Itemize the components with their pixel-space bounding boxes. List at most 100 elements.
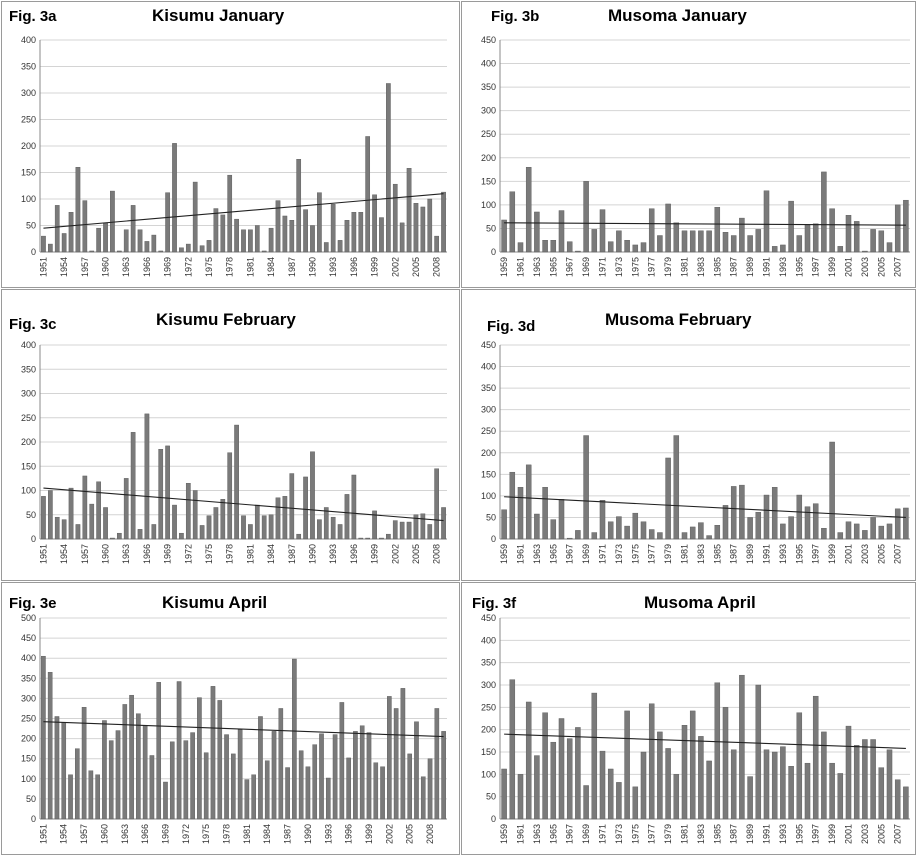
x-tick-label: 1981	[245, 544, 255, 564]
bar	[558, 718, 565, 820]
bar	[583, 435, 589, 540]
bar	[261, 250, 267, 253]
bar	[220, 499, 226, 540]
bar	[68, 487, 74, 540]
bar	[845, 725, 852, 820]
x-tick-label: 1978	[225, 257, 235, 277]
bar	[616, 230, 622, 253]
x-tick-label: 1991	[762, 257, 772, 277]
bar	[413, 514, 419, 540]
chart-svg: 0 50 100 150 200 250 300 350 400 450 1959 1961 1963 1…	[481, 340, 910, 564]
bar	[632, 244, 639, 253]
bar	[730, 486, 737, 540]
bar	[698, 230, 704, 253]
bar	[534, 211, 540, 253]
x-tick-label: 1957	[80, 257, 90, 277]
bar	[339, 702, 345, 820]
bar	[372, 510, 377, 540]
bar	[95, 774, 100, 820]
y-tick-label: 100	[21, 194, 36, 204]
bar	[61, 722, 67, 820]
bar	[48, 243, 53, 253]
x-tick-label: 2005	[876, 257, 886, 277]
x-tick-label: 1999	[370, 544, 380, 564]
bar	[400, 688, 406, 820]
bar	[165, 445, 170, 540]
y-tick-label: 300	[481, 680, 496, 690]
x-tick-label: 2003	[860, 257, 870, 277]
bar	[804, 506, 811, 540]
bar	[821, 171, 827, 253]
bar	[894, 779, 901, 820]
bar	[517, 242, 524, 253]
x-tick-label: 1984	[262, 824, 272, 844]
bar	[616, 516, 622, 540]
bar	[441, 731, 446, 820]
bar	[337, 524, 343, 540]
bar	[282, 215, 288, 253]
bar	[296, 533, 302, 540]
bar	[149, 755, 155, 820]
bar	[48, 490, 53, 540]
bar	[387, 696, 392, 820]
x-tick-label: 1972	[183, 257, 193, 277]
bar	[420, 776, 426, 820]
bar	[241, 229, 246, 253]
x-tick-label: 1969	[163, 257, 173, 277]
x-tick-label: 1951	[38, 257, 48, 277]
x-tick-label: 1972	[181, 824, 191, 844]
x-tick-label: 1990	[307, 257, 317, 277]
bar	[317, 519, 322, 540]
x-tick-label: 1975	[630, 257, 640, 277]
y-tick-label: 500	[21, 613, 36, 623]
x-tick-label: 1969	[581, 544, 591, 564]
x-tick-label: 1963	[532, 544, 542, 564]
x-tick-label: 2002	[390, 257, 400, 277]
fig-label: Fig. 3a	[9, 8, 57, 25]
x-tick-label: 1981	[680, 824, 690, 844]
bar	[739, 217, 745, 253]
y-tick-label: 200	[21, 141, 36, 151]
y-tick-label: 250	[21, 115, 36, 125]
chart-svg: 0 50 100 150 200 250 300 350 400 1951 1954 1957 1960…	[21, 340, 447, 564]
bar	[75, 524, 81, 540]
bar	[353, 731, 358, 820]
bar	[156, 682, 162, 820]
x-tick-label: 1983	[696, 824, 706, 844]
y-tick-label: 250	[481, 426, 496, 436]
bar	[673, 435, 680, 540]
bar	[332, 734, 338, 820]
bar	[213, 208, 219, 253]
bar	[673, 774, 680, 820]
bar	[665, 748, 671, 820]
bar	[804, 762, 811, 820]
bar	[821, 528, 827, 540]
bar	[379, 537, 384, 540]
bar	[47, 672, 53, 820]
bar	[116, 532, 122, 540]
bar	[566, 241, 573, 253]
bar	[903, 507, 909, 540]
bar	[657, 532, 663, 540]
bar	[845, 521, 852, 540]
x-tick-label: 1999	[827, 824, 837, 844]
bar	[501, 509, 507, 540]
x-tick-label: 1957	[80, 544, 90, 564]
bar	[358, 537, 364, 540]
trendline	[504, 222, 906, 226]
x-tick-label: 1966	[142, 544, 152, 564]
bar	[282, 496, 288, 540]
bar	[542, 240, 548, 253]
bar	[366, 732, 372, 820]
x-tick-label: 1959	[499, 544, 509, 564]
y-tick-label: 50	[26, 221, 36, 231]
trendline	[504, 496, 906, 518]
bar	[176, 681, 182, 820]
y-tick-label: 400	[481, 362, 496, 372]
x-tick-label: 1985	[712, 257, 722, 277]
bar	[903, 786, 909, 820]
bar	[130, 432, 136, 540]
bar	[632, 786, 639, 820]
x-tick-label: 1979	[663, 824, 673, 844]
x-tick-label: 1967	[565, 824, 575, 844]
